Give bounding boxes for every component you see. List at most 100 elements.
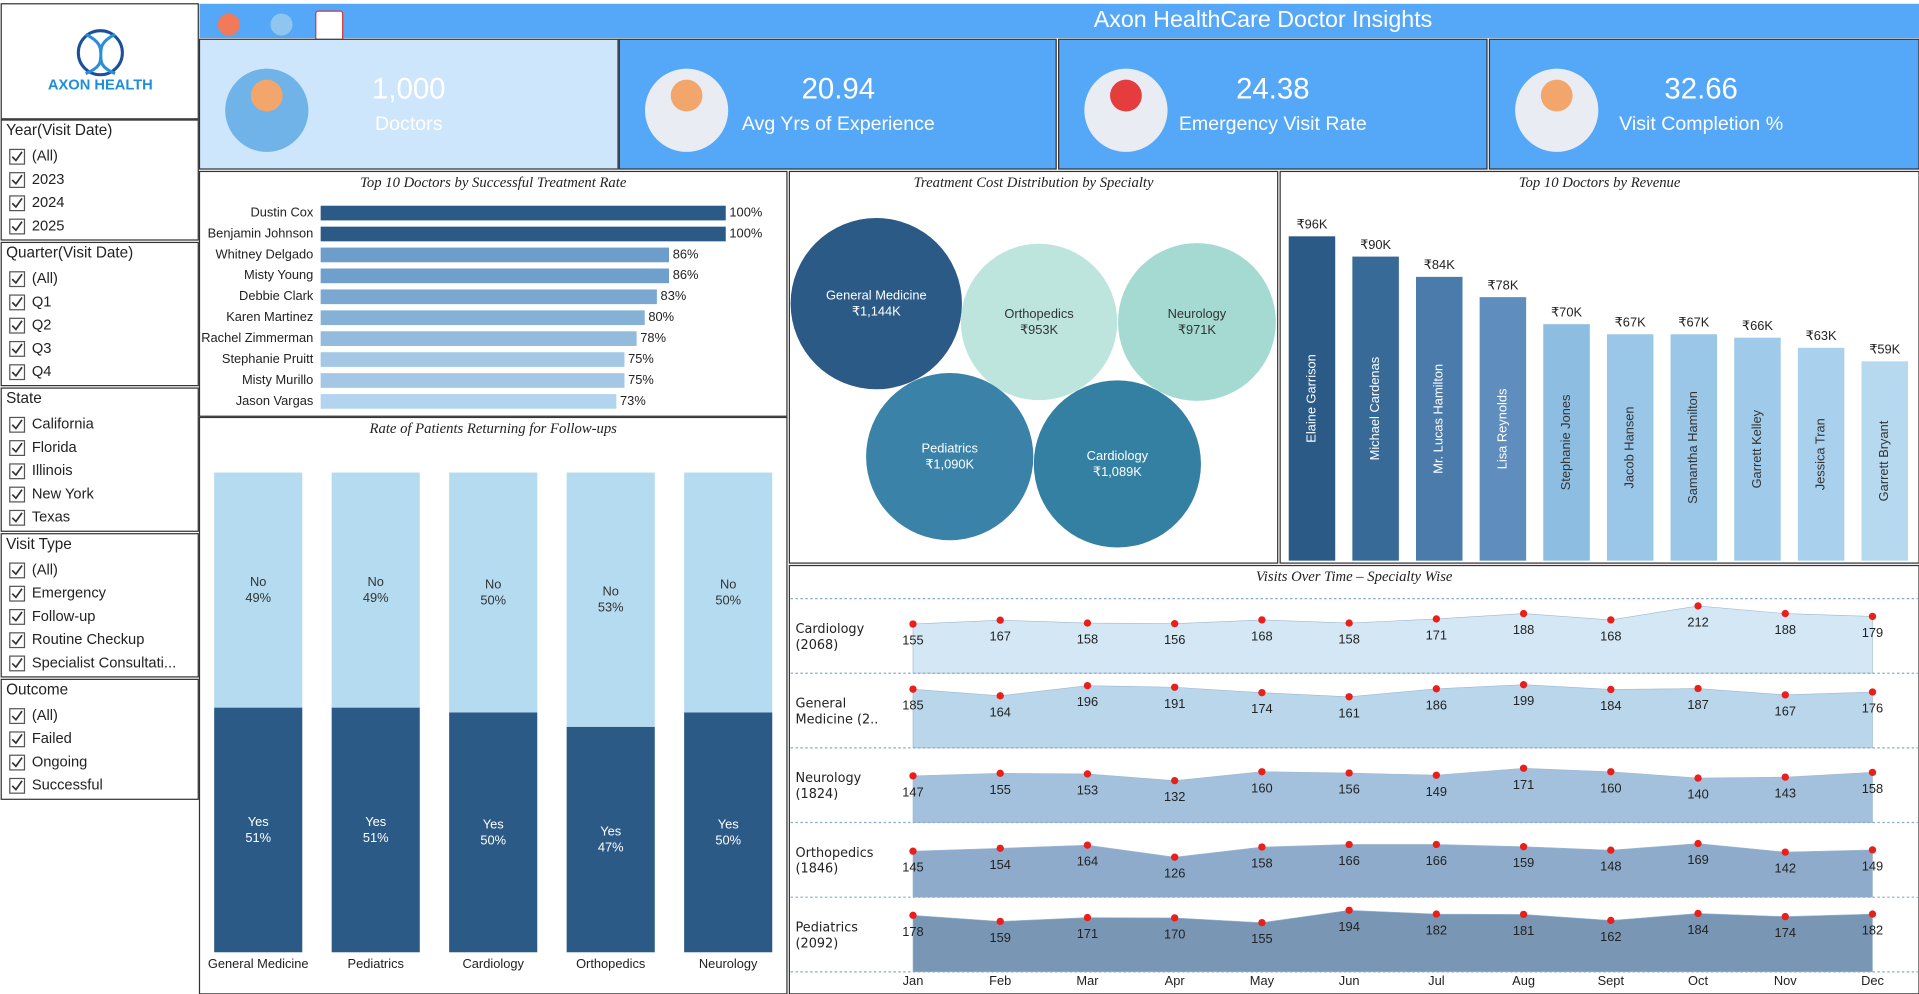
filter-box (0, 119, 199, 241)
bar (320, 205, 726, 221)
filter-option[interactable]: Ongoing (32, 754, 87, 770)
point (1432, 685, 1441, 693)
bubble-value: ₹953K (1020, 322, 1059, 337)
data-label: 166 (1426, 853, 1447, 868)
checkbox[interactable] (9, 585, 26, 602)
point (996, 844, 1004, 852)
filter-option[interactable]: (All) (32, 708, 58, 724)
point (1694, 684, 1702, 693)
bubble (866, 372, 1034, 541)
data-label: 155 (1251, 931, 1272, 946)
bar-segment (449, 472, 538, 713)
check-mark (11, 757, 23, 768)
filter-option[interactable]: 2023 (32, 172, 65, 188)
segment-label: 51% (245, 830, 271, 845)
checkbox[interactable] (9, 562, 26, 579)
icon-shape (1540, 79, 1573, 112)
x-tick-label: Mar (1076, 973, 1099, 988)
point (1868, 910, 1877, 918)
filter-option[interactable]: Q4 (32, 364, 52, 380)
point (1781, 848, 1789, 856)
filter-option[interactable]: (All) (32, 271, 58, 287)
checkbox[interactable] (9, 172, 26, 188)
filter-option[interactable]: Follow-up (32, 609, 96, 625)
bar (1288, 236, 1336, 561)
filter-box (0, 678, 199, 800)
checkbox[interactable] (9, 777, 26, 794)
checkbox[interactable] (9, 463, 26, 480)
checkbox[interactable] (9, 148, 26, 165)
checkbox[interactable] (9, 364, 26, 381)
checkbox[interactable] (9, 608, 26, 625)
filter-option[interactable]: Texas (32, 510, 70, 526)
bar (1861, 361, 1908, 561)
data-label: 158 (1251, 856, 1272, 871)
filter-option[interactable]: Emergency (32, 586, 107, 602)
checkbox[interactable] (9, 708, 26, 725)
checkbox[interactable] (9, 271, 26, 288)
data-label: ₹84K (1424, 257, 1455, 272)
checkbox[interactable] (9, 416, 26, 433)
filter-option[interactable]: 2024 (32, 195, 65, 211)
filter-option[interactable]: Routine Checkup (32, 632, 145, 648)
check-mark (11, 733, 23, 745)
filter-option[interactable]: New York (32, 486, 95, 502)
checkbox[interactable] (9, 731, 26, 748)
data-label: ₹96K (1296, 217, 1327, 232)
category-label: Misty Murillo (242, 372, 313, 387)
checkbox[interactable] (9, 317, 26, 334)
check-mark (11, 512, 23, 523)
bar-segment (566, 726, 655, 953)
data-label: 171 (1426, 627, 1447, 642)
data-label: 75% (628, 372, 654, 387)
checkbox[interactable] (9, 754, 26, 771)
filter-option[interactable]: 2025 (32, 218, 65, 234)
checkbox[interactable] (9, 440, 26, 457)
kpi-value: 32.66 (1664, 72, 1737, 105)
bar (1415, 276, 1463, 561)
point (1258, 688, 1266, 697)
bar-label: Mr. Lucas Hamilton (1431, 364, 1446, 474)
data-label: ₹63K (1806, 328, 1837, 343)
bar-label: Lisa Reynolds (1494, 389, 1509, 470)
checkbox[interactable] (9, 486, 26, 503)
checkbox[interactable] (9, 294, 26, 311)
checkbox[interactable] (9, 655, 26, 672)
filter-option[interactable]: Q3 (32, 341, 52, 357)
bar (320, 331, 637, 346)
checkbox[interactable] (9, 195, 26, 212)
data-label: 167 (990, 629, 1011, 644)
kpi-icon (1515, 68, 1599, 152)
segment-name: Yes (718, 816, 739, 831)
filter-option[interactable]: Successful (32, 778, 103, 794)
data-label: 100% (729, 225, 762, 240)
filter-option[interactable]: Q2 (32, 318, 52, 334)
filter-option[interactable]: (All) (32, 149, 58, 165)
category-label: Karen Martinez (226, 309, 313, 324)
segment-name: Yes (600, 824, 621, 839)
kpi-label: Emergency Visit Rate (1179, 113, 1367, 135)
data-label: ₹67K (1678, 315, 1709, 330)
check-mark (11, 465, 23, 477)
filter-option[interactable]: Florida (32, 440, 78, 456)
filter-option[interactable]: Specialist Consultati... (32, 655, 176, 671)
filter-option[interactable]: California (32, 417, 95, 433)
x-tick-label: Jun (1339, 973, 1360, 988)
data-label: 212 (1687, 614, 1708, 629)
checkbox[interactable] (9, 509, 26, 526)
filter-option[interactable]: Failed (32, 731, 72, 747)
filter-option[interactable]: (All) (32, 562, 58, 578)
filter-option[interactable]: Illinois (32, 463, 73, 479)
bar (320, 310, 645, 326)
filter-option[interactable]: Q1 (32, 294, 52, 310)
check-mark (11, 658, 23, 669)
point (1171, 620, 1179, 628)
series-label: Pediatrics (2092) (796, 920, 858, 951)
segment-label: 50% (715, 832, 741, 847)
checkbox[interactable] (9, 218, 26, 235)
header-icons (217, 10, 344, 47)
checkbox[interactable] (9, 340, 26, 357)
checkbox[interactable] (9, 632, 26, 649)
bar (320, 352, 625, 367)
